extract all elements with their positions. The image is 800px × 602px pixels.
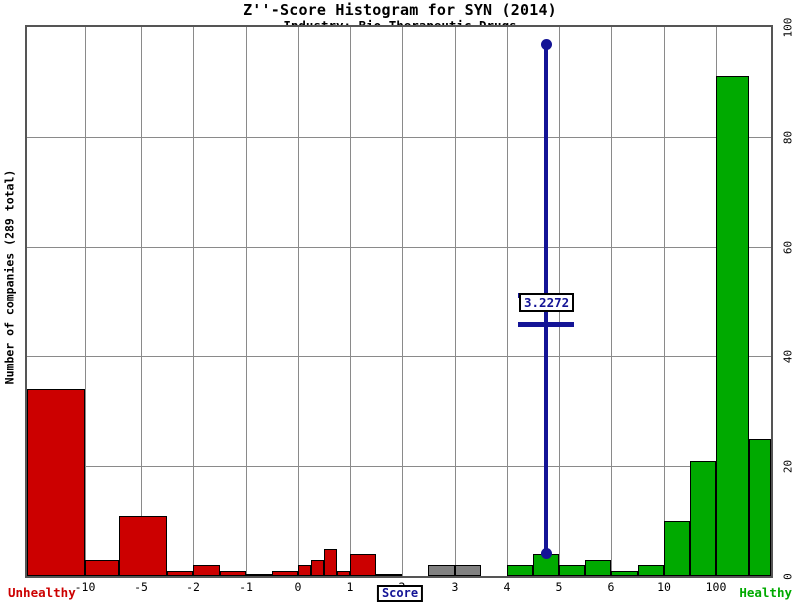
histogram-bar <box>611 570 638 576</box>
histogram-bar <box>638 565 664 576</box>
y-axis-label: Number of companies (289 total) <box>2 169 17 384</box>
gridline-vertical <box>664 27 665 576</box>
histogram-bar <box>167 570 193 576</box>
histogram-bar <box>324 548 337 576</box>
histogram-bar <box>350 554 376 576</box>
histogram-bar <box>272 570 298 576</box>
plot-area: 3.2272 <box>25 25 773 578</box>
x-tick-label: 3 <box>451 580 459 594</box>
legend-unhealthy: Unhealthy <box>8 585 76 600</box>
x-tick-label: 1 <box>346 580 354 594</box>
y-tick-label: 0 <box>781 573 795 580</box>
histogram-bar <box>585 559 611 576</box>
gridline-vertical <box>507 27 508 576</box>
marker-dot-bottom <box>540 548 552 560</box>
marker-value-label: 3.2272 <box>519 293 575 313</box>
histogram-bar <box>246 574 272 576</box>
histogram-bar <box>193 565 220 576</box>
gridline-vertical <box>455 27 456 576</box>
gridline-vertical <box>350 27 351 576</box>
x-tick-label: -5 <box>134 580 148 594</box>
x-tick-label: -2 <box>186 580 200 594</box>
x-tick-label: 0 <box>294 580 302 594</box>
histogram-bar <box>298 565 311 576</box>
histogram-bar <box>455 565 481 576</box>
gridline-horizontal <box>27 466 771 468</box>
marker-dot-top <box>540 39 552 50</box>
histogram-bar <box>337 570 350 576</box>
histogram-bar <box>507 565 533 576</box>
x-tick-label: 4 <box>503 580 511 594</box>
x-axis-title: Score <box>376 585 424 602</box>
legend-healthy: Healthy <box>739 585 792 600</box>
gridline-vertical <box>246 27 247 576</box>
y-tick-label: 100 <box>781 17 795 38</box>
x-tick-label: -10 <box>74 580 96 594</box>
x-tick-label: 5 <box>555 580 563 594</box>
gridline-vertical <box>611 27 612 576</box>
chart-title: Z''-Score Histogram for SYN (2014) <box>243 1 557 19</box>
histogram-bar <box>376 574 402 576</box>
histogram-bar <box>690 460 716 576</box>
gridline-vertical <box>402 27 403 576</box>
y-tick-label: 40 <box>781 350 795 364</box>
histogram-bar <box>27 389 85 576</box>
gridline-vertical <box>141 27 142 576</box>
histogram-bar <box>428 565 455 576</box>
gridline-vertical <box>193 27 194 576</box>
histogram-bar <box>85 559 119 576</box>
histogram-bar <box>716 76 749 576</box>
gridline-vertical <box>85 27 86 576</box>
x-tick-label: 10 <box>657 580 671 594</box>
y-tick-label: 20 <box>781 460 795 474</box>
x-tick-label: 6 <box>607 580 615 594</box>
y-tick-label: 60 <box>781 240 795 254</box>
gridline-horizontal <box>27 136 771 138</box>
x-tick-label: 100 <box>705 580 727 594</box>
gridline-vertical <box>298 27 299 576</box>
histogram-bar <box>664 521 690 576</box>
histogram-bar <box>559 565 585 576</box>
histogram-bar <box>220 570 246 576</box>
marker-whisker-lower <box>518 322 574 328</box>
histogram-bars <box>27 27 771 576</box>
gridline-horizontal <box>27 356 771 358</box>
histogram-bar <box>749 438 771 576</box>
y-tick-label: 80 <box>781 130 795 144</box>
x-tick-label: -1 <box>239 580 253 594</box>
histogram-bar <box>311 559 324 576</box>
histogram-bar <box>119 515 167 576</box>
gridline-horizontal <box>27 246 771 248</box>
